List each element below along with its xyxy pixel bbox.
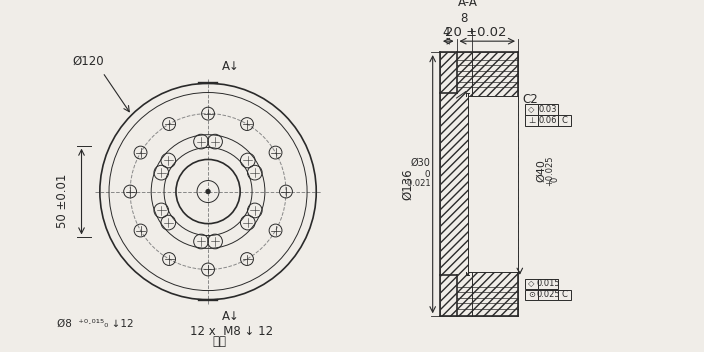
FancyBboxPatch shape <box>525 290 538 300</box>
Text: A↓: A↓ <box>222 59 239 73</box>
Text: 0.025: 0.025 <box>536 290 560 299</box>
FancyBboxPatch shape <box>525 105 538 114</box>
Text: +0.025: +0.025 <box>546 155 555 186</box>
Text: A-A: A-A <box>458 0 478 9</box>
Polygon shape <box>470 96 518 272</box>
Text: 0.06: 0.06 <box>539 116 558 125</box>
FancyBboxPatch shape <box>538 279 558 289</box>
Text: 0: 0 <box>422 170 431 179</box>
Circle shape <box>206 190 210 193</box>
Text: ⊥: ⊥ <box>528 116 535 125</box>
FancyBboxPatch shape <box>525 279 538 289</box>
FancyBboxPatch shape <box>558 115 571 126</box>
Text: 均布: 均布 <box>213 335 227 348</box>
Text: 4: 4 <box>443 26 451 39</box>
Text: ⊙: ⊙ <box>528 290 535 299</box>
Text: Ø8  ⁺⁰·⁰¹⁵₀ ↓12: Ø8 ⁺⁰·⁰¹⁵₀ ↓12 <box>57 318 133 328</box>
Text: Ø136: Ø136 <box>401 168 415 200</box>
Text: Ø30: Ø30 <box>411 158 431 168</box>
FancyBboxPatch shape <box>558 290 571 300</box>
FancyBboxPatch shape <box>538 290 558 300</box>
Text: 8: 8 <box>460 12 467 25</box>
Text: C: C <box>562 290 567 299</box>
Text: Ø40: Ø40 <box>536 159 546 182</box>
Text: 20 ±0.02: 20 ±0.02 <box>445 26 506 39</box>
FancyBboxPatch shape <box>538 115 558 126</box>
Text: A↓: A↓ <box>222 310 239 323</box>
Text: Ø120: Ø120 <box>73 55 104 68</box>
FancyBboxPatch shape <box>525 115 538 126</box>
Text: 12 x  M8 ↓ 12: 12 x M8 ↓ 12 <box>189 326 273 339</box>
Text: ◇: ◇ <box>529 279 535 288</box>
Text: 0.03: 0.03 <box>539 105 558 114</box>
Text: 50 ±0.01: 50 ±0.01 <box>56 174 69 228</box>
FancyBboxPatch shape <box>538 105 558 114</box>
Text: ◇: ◇ <box>529 105 535 114</box>
Text: C: C <box>562 116 567 125</box>
Text: 0: 0 <box>551 177 560 182</box>
Text: -0.021: -0.021 <box>404 179 431 188</box>
Text: 0.015: 0.015 <box>536 279 560 288</box>
Text: C2: C2 <box>522 93 539 106</box>
